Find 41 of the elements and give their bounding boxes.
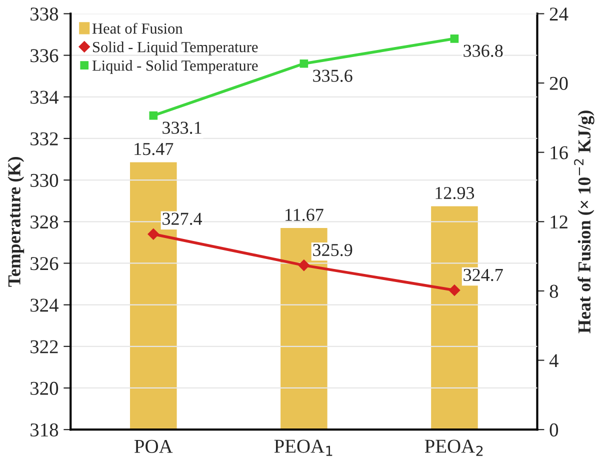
y2-tick-label: 20 (550, 76, 568, 90)
y-tick-label: 338 (30, 8, 58, 21)
point (448, 284, 460, 296)
point (300, 59, 308, 68)
y-tick-label: 318 (30, 423, 58, 437)
y-tick-label: 320 (30, 382, 58, 395)
y2-tick-label: 24 (550, 8, 568, 20)
y-tick-label: 322 (30, 340, 58, 354)
data-label: 12.93 (436, 186, 474, 200)
y-tick-label: 330 (30, 174, 58, 187)
y-tick-label: 328 (30, 215, 58, 229)
point (450, 34, 459, 43)
y-tick-label: 326 (30, 257, 58, 270)
data-label: 11.67 (286, 208, 324, 221)
point (298, 260, 310, 271)
data-label: 336.8 (464, 44, 503, 58)
x-tick-label: PEOA$_{2}$ (424, 440, 483, 456)
y2-tick-label: 4 (549, 354, 558, 368)
data-label: 324.7 (464, 268, 503, 282)
x-tick-label: PEOA$_{1}$ (274, 440, 332, 456)
data-label: 333.1 (162, 122, 202, 134)
y2-tick-label: 8 (550, 284, 558, 298)
y-tick-label: 336 (30, 49, 58, 62)
point (149, 111, 158, 120)
y-tick-label: 334 (30, 90, 58, 104)
y2-tick-label: 12 (550, 216, 568, 228)
y-tick-label: 324 (30, 298, 58, 312)
x-tick-label: POA (134, 440, 173, 453)
data-label: 15.47 (134, 142, 174, 156)
y-axis-title: Temperature (K) (8, 156, 24, 287)
data-label: 327.4 (162, 212, 202, 225)
legend-label: Solid - Liquid Temperature (93, 42, 258, 56)
data-label: 335.6 (313, 70, 352, 82)
y2-axis-title: Heat of Fusion (× 10$^{−2}$ KJ/g) (574, 110, 594, 334)
y2-tick-label: 0 (550, 423, 558, 437)
y-tick-label: 332 (30, 132, 58, 146)
data-label: 325.9 (313, 244, 352, 256)
legend-label: Liquid - Solid Temperature (92, 60, 258, 74)
y2-tick-label: 16 (550, 146, 568, 160)
point (148, 228, 160, 240)
legend-label: Heat of Fusion (92, 22, 183, 34)
